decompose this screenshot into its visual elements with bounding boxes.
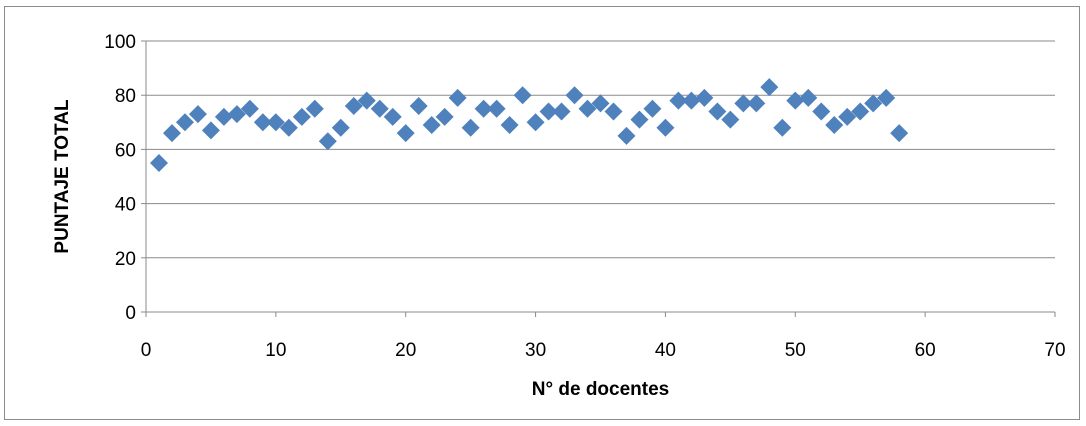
- data-point: [656, 118, 675, 137]
- data-point: [162, 124, 181, 143]
- data-point: [643, 99, 662, 118]
- data-point: [331, 118, 350, 137]
- x-tick-label: 40: [655, 340, 676, 361]
- y-axis-title: PUNTAJE TOTAL: [52, 99, 73, 254]
- data-point: [253, 113, 272, 132]
- y-tick-label: 60: [115, 140, 136, 161]
- data-point: [266, 113, 285, 132]
- data-point: [851, 102, 870, 121]
- data-point: [799, 88, 818, 107]
- data-point: [734, 94, 753, 113]
- data-point: [890, 124, 909, 143]
- data-point: [201, 121, 220, 140]
- data-point: [409, 97, 428, 116]
- x-tick-label: 70: [1044, 340, 1065, 361]
- data-point: [695, 88, 714, 107]
- data-point: [214, 107, 233, 126]
- grid-layer: [141, 40, 1056, 317]
- data-point: [630, 110, 649, 129]
- data-point: [721, 110, 740, 129]
- data-point: [669, 91, 688, 110]
- data-point: [591, 94, 610, 113]
- data-point: [292, 107, 311, 126]
- data-point: [435, 107, 454, 126]
- y-tick-label: 80: [115, 86, 136, 107]
- y-tick-label: 0: [125, 303, 136, 324]
- data-point: [747, 94, 766, 113]
- data-point: [383, 107, 402, 126]
- data-point: [825, 116, 844, 135]
- x-tick-label: 60: [915, 340, 936, 361]
- data-point: [175, 113, 194, 132]
- x-tick-label: 20: [395, 340, 416, 361]
- data-point: [513, 86, 532, 105]
- data-point: [396, 124, 415, 143]
- chart-frame: [4, 6, 1080, 420]
- data-point: [487, 99, 506, 118]
- x-tick-label: 30: [525, 340, 546, 361]
- data-points: [149, 78, 909, 172]
- data-point: [318, 132, 337, 151]
- x-tick-label: 50: [785, 340, 806, 361]
- data-point: [188, 105, 207, 124]
- data-point: [578, 99, 597, 118]
- data-point: [539, 102, 558, 121]
- data-point: [357, 91, 376, 110]
- data-point: [682, 91, 701, 110]
- data-point: [422, 116, 441, 135]
- data-point: [149, 153, 168, 172]
- data-point: [240, 99, 259, 118]
- data-point: [617, 126, 636, 145]
- data-point: [760, 78, 779, 97]
- data-point: [305, 99, 324, 118]
- data-point: [370, 99, 389, 118]
- data-point: [877, 88, 896, 107]
- data-point: [279, 118, 298, 137]
- data-point: [227, 105, 246, 124]
- data-point: [448, 88, 467, 107]
- data-point: [500, 116, 519, 135]
- x-axis-title: N° de docentes: [532, 379, 669, 400]
- tick-labels: 0 20 40 60 80 100 0 10 20 30 40 50 60 70: [104, 32, 1065, 361]
- x-tick-label: 10: [265, 340, 286, 361]
- data-point: [864, 94, 883, 113]
- data-point: [461, 118, 480, 137]
- data-point: [474, 99, 493, 118]
- data-point: [604, 102, 623, 121]
- y-tick-label: 100: [104, 32, 136, 53]
- data-point: [344, 97, 363, 116]
- data-point: [812, 102, 831, 121]
- data-point: [838, 107, 857, 126]
- data-point: [786, 91, 805, 110]
- x-tick-label: 0: [141, 340, 152, 361]
- data-point: [552, 102, 571, 121]
- y-tick-label: 20: [115, 249, 136, 270]
- y-tick-label: 40: [115, 195, 136, 216]
- data-point: [708, 102, 727, 121]
- data-point: [773, 118, 792, 137]
- data-point: [565, 86, 584, 105]
- data-point: [526, 113, 545, 132]
